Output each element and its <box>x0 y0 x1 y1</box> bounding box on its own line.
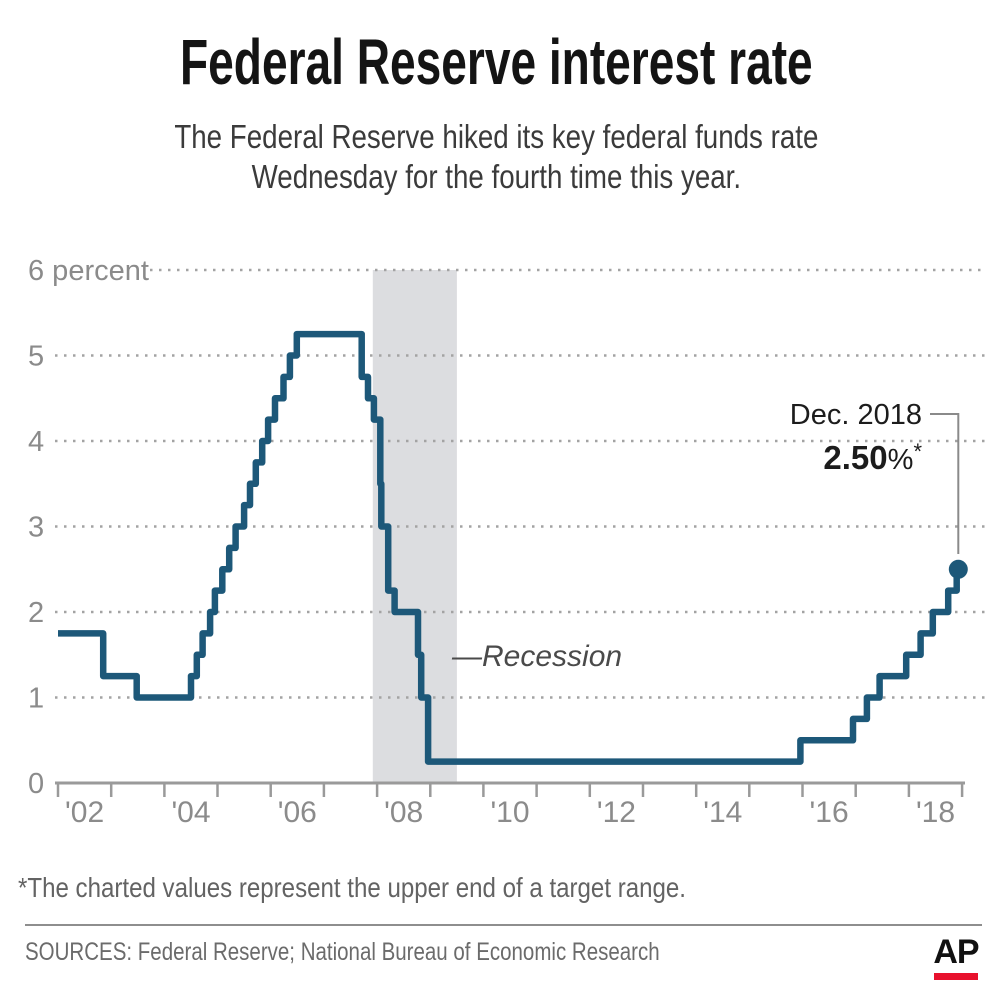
sources-line: SOURCES: Federal Reserve; National Burea… <box>25 938 799 967</box>
y-axis-label-2: 2 <box>28 597 44 629</box>
x-axis-label-2006: '06 <box>278 796 317 829</box>
x-axis-label-2016: '16 <box>810 796 849 829</box>
annotation-leader-line <box>930 413 960 554</box>
subtitle-line-1: The Federal Reserve hiked its key federa… <box>173 118 819 155</box>
annotation-value-label: 2.50%* <box>823 439 922 476</box>
page-title: Federal Reserve interest rate <box>0 30 992 94</box>
rate-step-line <box>58 330 960 765</box>
sources-text: SOURCES: Federal Reserve; National Burea… <box>25 938 660 966</box>
recession-label: —Recession <box>451 640 622 673</box>
ap-logo-red-bar <box>934 973 978 980</box>
ap-logo: AP <box>933 933 980 980</box>
chart-subtitle: The Federal Reserve hiked its key federa… <box>0 117 992 197</box>
ap-logo-text: AP <box>933 933 979 971</box>
y-axis-label-5: 5 <box>28 341 44 373</box>
chart-footnote-text: *The charted values represent the upper … <box>18 872 686 903</box>
y-axis-label-0: 0 <box>28 768 44 800</box>
annotation-date-label: Dec. 2018 <box>790 399 922 431</box>
footer-divider <box>25 924 982 926</box>
y-axis-label-3: 3 <box>28 512 44 544</box>
x-axis-label-2002: '02 <box>65 796 104 829</box>
page-title-text: Federal Reserve interest rate <box>179 26 813 98</box>
x-axis-label-2014: '14 <box>703 796 742 829</box>
end-point-dot <box>948 559 968 579</box>
chart-footnote: *The charted values represent the upper … <box>18 872 795 904</box>
x-axis-label-2004: '04 <box>171 796 210 829</box>
x-axis-label-2010: '10 <box>490 796 529 829</box>
y-axis-label-4: 4 <box>28 426 44 458</box>
y-axis-label-6: 6 percent <box>28 255 149 287</box>
y-axis-label-1: 1 <box>28 683 44 715</box>
x-axis-label-2012: '12 <box>597 796 636 829</box>
x-axis-label-2018: '18 <box>916 796 955 829</box>
subtitle-line-2: Wednesday for the fourth time this year. <box>251 158 741 195</box>
x-axis-label-2008: '08 <box>384 796 423 829</box>
